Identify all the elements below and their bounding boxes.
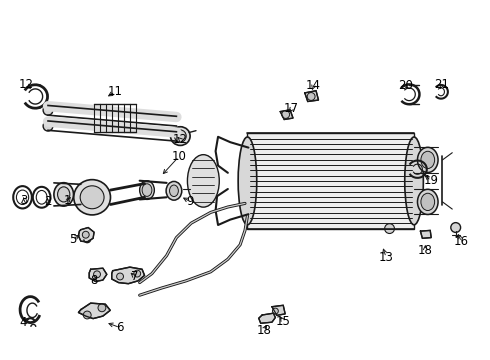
Ellipse shape — [421, 193, 435, 211]
Text: 1: 1 — [64, 194, 72, 207]
Circle shape — [134, 270, 141, 277]
Ellipse shape — [238, 137, 257, 225]
Text: 17: 17 — [284, 102, 299, 115]
Polygon shape — [247, 133, 414, 229]
Circle shape — [385, 224, 394, 234]
Ellipse shape — [140, 181, 154, 199]
Ellipse shape — [170, 185, 178, 197]
Ellipse shape — [58, 187, 70, 202]
Circle shape — [83, 311, 91, 319]
Polygon shape — [89, 268, 107, 282]
Ellipse shape — [43, 105, 53, 115]
Text: 6: 6 — [116, 321, 124, 334]
Circle shape — [82, 231, 89, 238]
Text: 12: 12 — [173, 133, 188, 146]
Circle shape — [282, 111, 290, 118]
Text: 13: 13 — [379, 251, 393, 264]
Polygon shape — [280, 110, 293, 120]
Polygon shape — [112, 267, 145, 284]
Ellipse shape — [417, 147, 438, 172]
Text: 7: 7 — [131, 270, 139, 283]
Polygon shape — [272, 305, 285, 315]
Circle shape — [98, 304, 106, 312]
Text: 16: 16 — [454, 235, 469, 248]
Polygon shape — [259, 313, 275, 323]
Ellipse shape — [166, 181, 182, 200]
Text: 5: 5 — [69, 233, 76, 246]
Text: 11: 11 — [108, 85, 122, 98]
Text: 2: 2 — [44, 195, 52, 208]
Ellipse shape — [417, 189, 438, 215]
Ellipse shape — [421, 151, 435, 168]
Circle shape — [451, 222, 461, 233]
Text: 20: 20 — [398, 79, 413, 92]
Text: 19: 19 — [424, 174, 439, 187]
Text: 21: 21 — [435, 78, 449, 91]
Circle shape — [94, 271, 100, 278]
Text: 18: 18 — [256, 324, 271, 337]
Text: 18: 18 — [418, 244, 433, 257]
Circle shape — [272, 308, 278, 314]
Polygon shape — [420, 230, 431, 238]
Circle shape — [117, 273, 123, 280]
Ellipse shape — [80, 186, 104, 209]
Text: 8: 8 — [90, 274, 98, 287]
Text: 10: 10 — [172, 150, 186, 163]
Text: 12: 12 — [19, 78, 33, 91]
Ellipse shape — [188, 155, 220, 207]
Text: 9: 9 — [186, 195, 194, 208]
Ellipse shape — [174, 130, 186, 142]
Ellipse shape — [54, 183, 74, 206]
Polygon shape — [305, 91, 318, 102]
Text: 14: 14 — [306, 79, 321, 92]
Text: 15: 15 — [276, 315, 291, 328]
Text: 4: 4 — [20, 316, 27, 329]
Polygon shape — [78, 228, 94, 242]
Circle shape — [307, 93, 315, 100]
Ellipse shape — [74, 180, 111, 215]
Ellipse shape — [142, 184, 152, 197]
Text: 3: 3 — [20, 194, 27, 207]
Ellipse shape — [171, 127, 190, 145]
Ellipse shape — [405, 137, 423, 225]
Ellipse shape — [43, 121, 53, 131]
Polygon shape — [78, 303, 110, 319]
